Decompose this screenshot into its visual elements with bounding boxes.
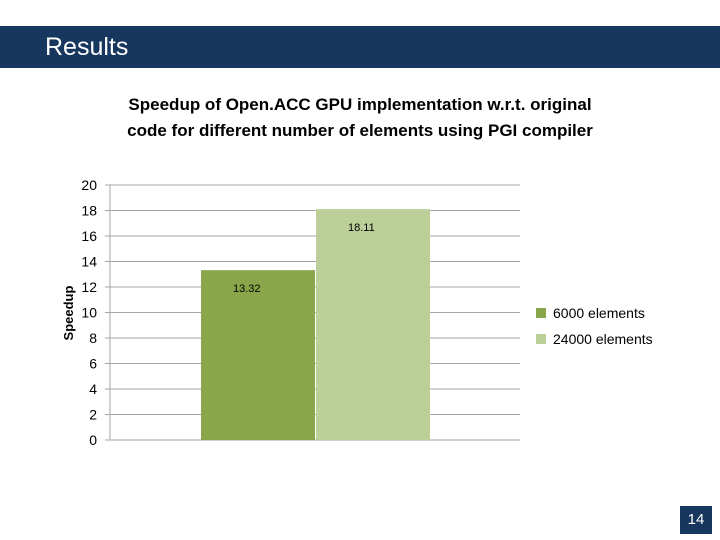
legend-swatch-24000 [536, 334, 546, 344]
chart-title: Speedup of Open.ACC GPU implementation w… [127, 95, 593, 140]
bar-6000-elements [201, 270, 315, 440]
legend-label-6000: 6000 elements [553, 305, 645, 321]
legend-item-6000: 6000 elements [536, 300, 653, 326]
y-tick-label: 20 [81, 177, 97, 193]
y-tick-label: 4 [89, 381, 97, 397]
bars [201, 209, 430, 440]
bar-24000-elements [316, 209, 430, 440]
y-tick-label: 16 [81, 228, 97, 244]
legend-item-24000: 24000 elements [536, 326, 653, 352]
slide-title: Results [45, 33, 129, 61]
y-tick-label: 6 [89, 356, 97, 372]
y-axis-label: Speedup [61, 285, 76, 340]
data-label: 13.32 [233, 283, 261, 295]
y-tick-label: 18 [81, 203, 97, 219]
y-tick-labels: 0 2 4 6 8 10 12 14 16 18 20 [81, 177, 97, 448]
y-tick-label: 12 [81, 279, 97, 295]
legend-label-24000: 24000 elements [553, 331, 653, 347]
y-tick-label: 14 [81, 254, 97, 270]
y-tick-label: 0 [89, 432, 97, 448]
y-tick-label: 8 [89, 330, 97, 346]
y-tick-label: 2 [89, 407, 97, 423]
data-labels: 13.32 18.11 [233, 222, 375, 295]
y-tick-label: 10 [81, 305, 97, 321]
legend-swatch-6000 [536, 308, 546, 318]
data-label: 18.11 [348, 222, 375, 234]
legend: 6000 elements 24000 elements [536, 300, 653, 352]
header-bar: Results [0, 26, 720, 68]
page-number: 14 [680, 506, 712, 534]
